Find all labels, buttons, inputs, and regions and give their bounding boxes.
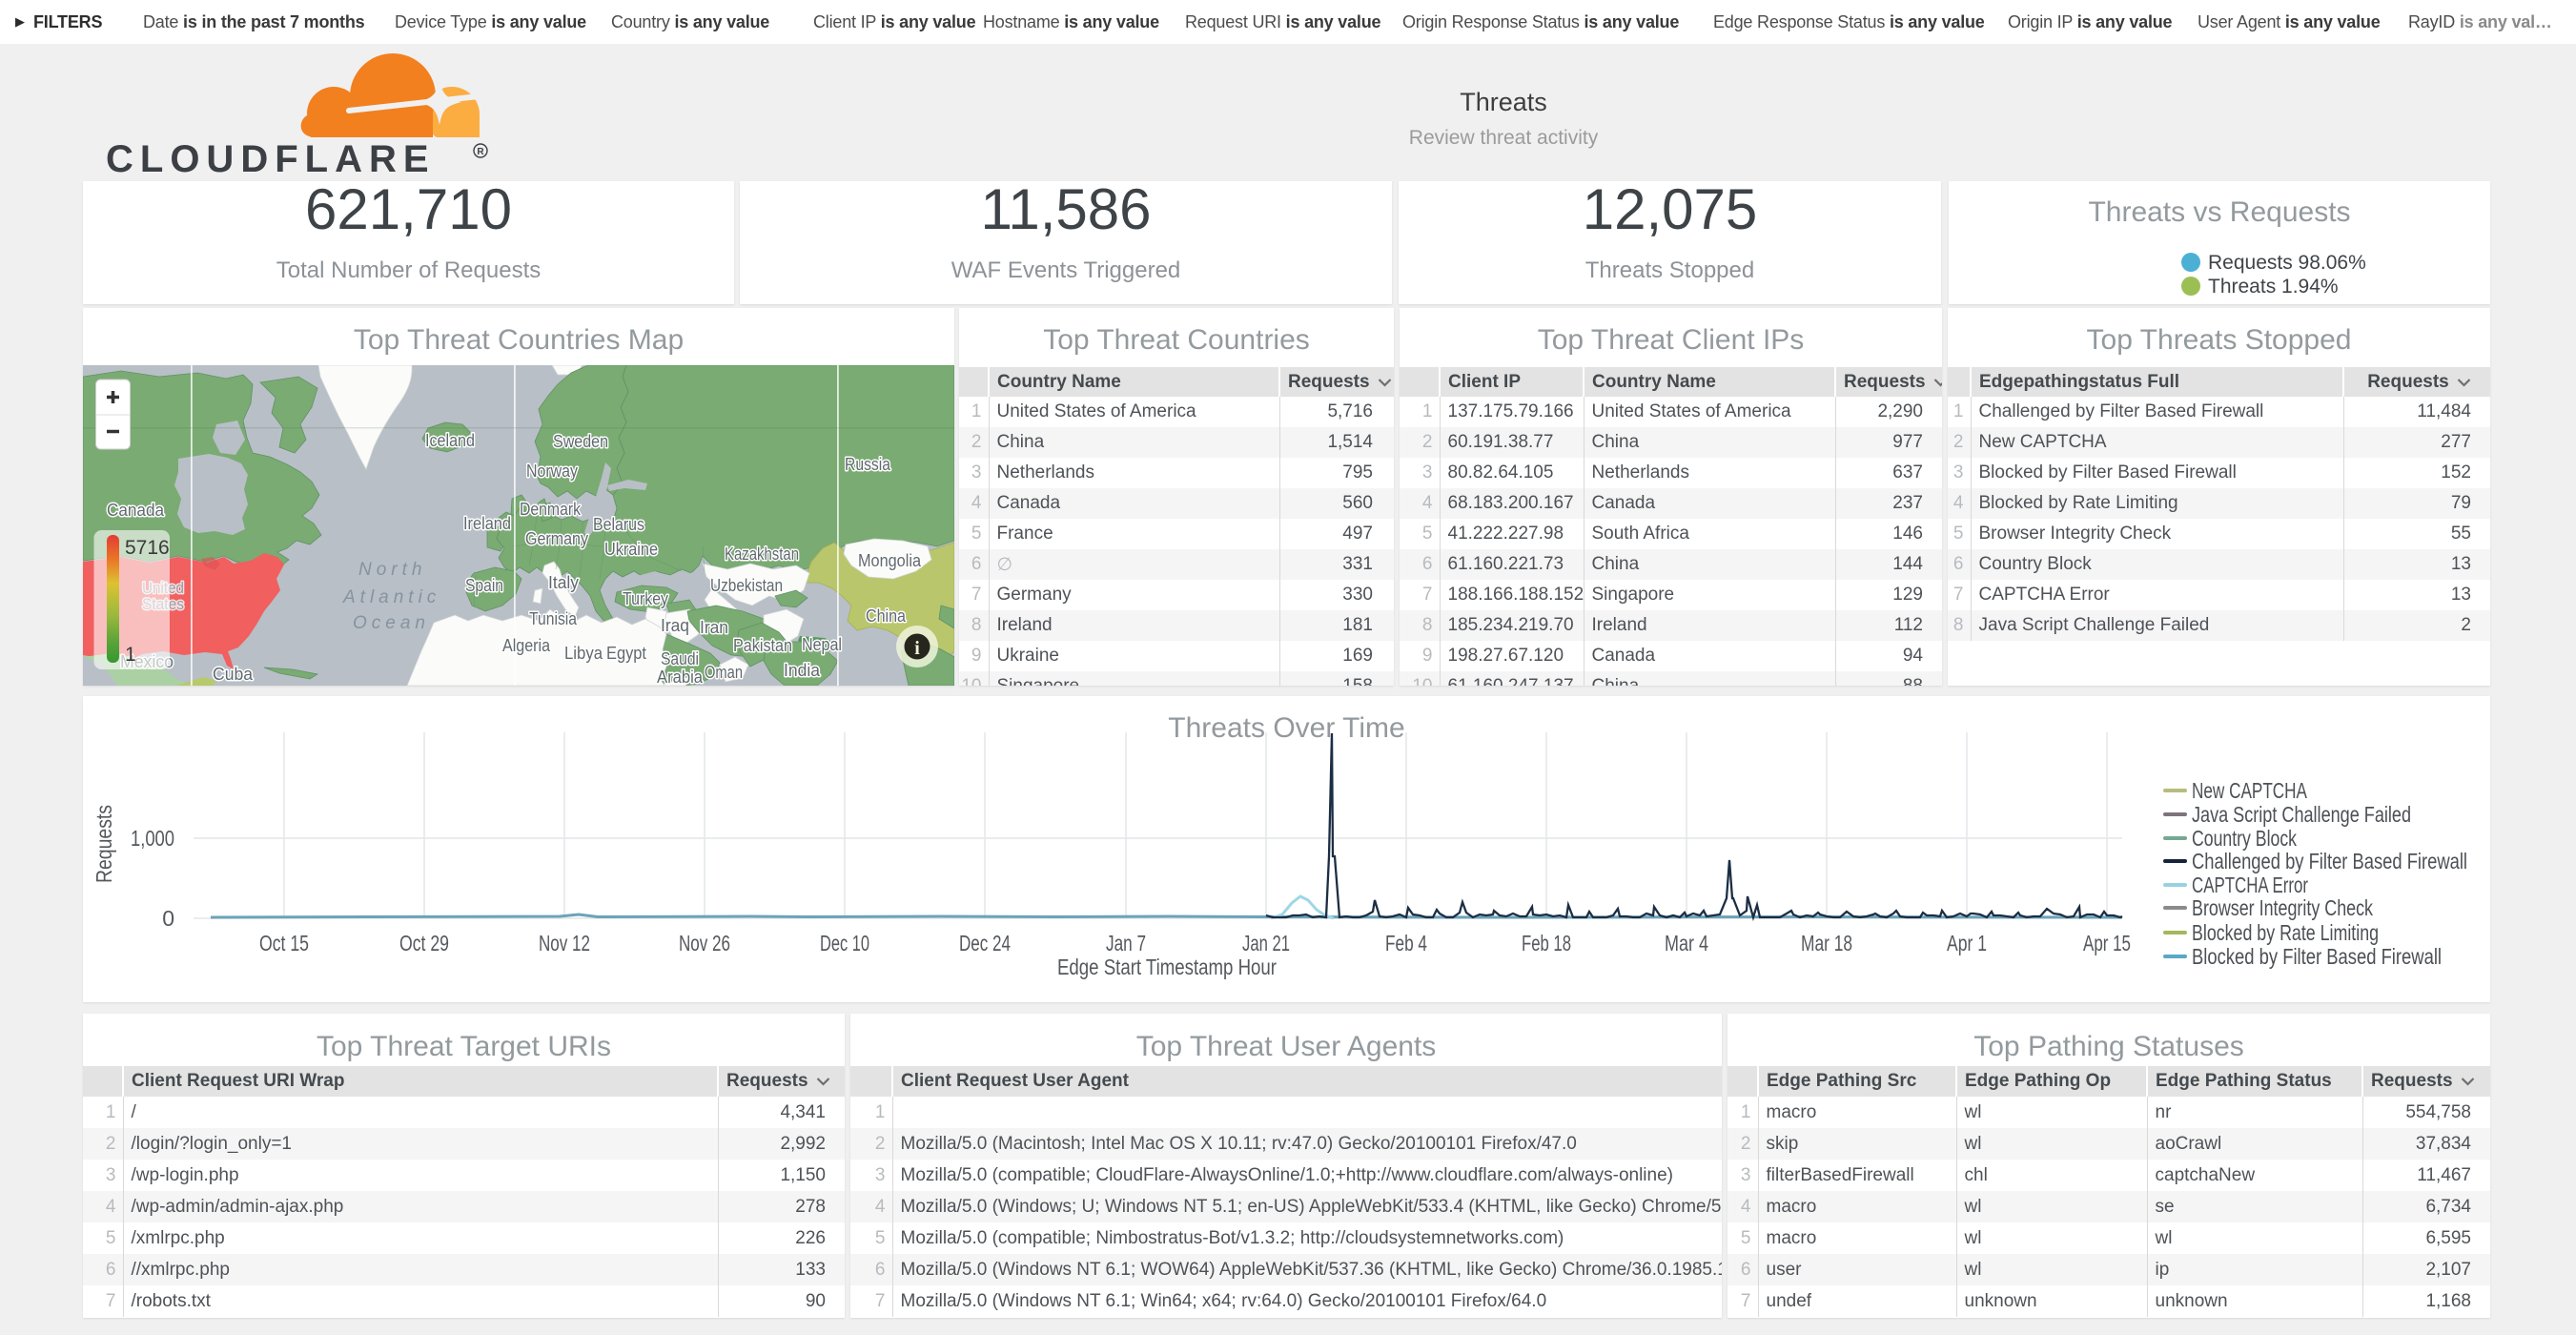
svg-text:Browser Integrity Check: Browser Integrity Check — [2192, 895, 2373, 920]
svg-text:Italy: Italy — [548, 573, 579, 592]
svg-text:Cuba: Cuba — [213, 665, 254, 684]
svg-text:Ocean: Ocean — [353, 613, 430, 633]
svg-text:Challenged by Filter Based Fir: Challenged by Filter Based Firewall — [2192, 849, 2467, 873]
svg-text:Norway: Norway — [526, 462, 578, 481]
svg-text:Egypt: Egypt — [606, 644, 646, 663]
svg-text:Blocked by Rate Limiting: Blocked by Rate Limiting — [2192, 920, 2379, 945]
svg-text:Mar 18: Mar 18 — [1801, 931, 1852, 955]
svg-text:Canada: Canada — [107, 501, 165, 520]
svg-text:North: North — [358, 560, 426, 580]
svg-text:China: China — [866, 606, 907, 626]
svg-text:Dec 10: Dec 10 — [820, 931, 869, 955]
svg-text:Iraq: Iraq — [661, 616, 689, 635]
svg-text:Tunisia: Tunisia — [529, 609, 578, 628]
svg-text:Ireland: Ireland — [463, 514, 511, 533]
svg-text:CAPTCHA Error: CAPTCHA Error — [2192, 873, 2308, 897]
svg-text:Algeria: Algeria — [502, 636, 551, 655]
svg-text:1,000: 1,000 — [131, 826, 174, 851]
svg-text:Feb 18: Feb 18 — [1522, 931, 1571, 955]
svg-text:Denmark: Denmark — [520, 500, 582, 519]
svg-text:Apr 1: Apr 1 — [1947, 931, 1987, 955]
svg-text:Sweden: Sweden — [553, 432, 608, 451]
svg-text:Turkey: Turkey — [623, 589, 668, 608]
svg-text:Blocked by Filter Based Firewa: Blocked by Filter Based Firewall — [2192, 944, 2442, 969]
svg-text:Iceland: Iceland — [425, 431, 475, 450]
svg-text:Apr 15: Apr 15 — [2083, 931, 2131, 955]
svg-text:Nov 26: Nov 26 — [679, 931, 730, 955]
svg-text:R: R — [477, 147, 484, 157]
svg-text:Edge Start Timestamp Hour: Edge Start Timestamp Hour — [1057, 955, 1277, 979]
svg-text:Belarus: Belarus — [593, 515, 644, 534]
svg-text:Pakistan: Pakistan — [733, 636, 792, 655]
svg-text:Saudi: Saudi — [661, 649, 699, 668]
svg-text:5716: 5716 — [125, 537, 170, 559]
svg-text:Germany: Germany — [525, 529, 588, 548]
svg-text:Java Script Challenge Failed: Java Script Challenge Failed — [2192, 802, 2411, 827]
svg-text:Iran: Iran — [700, 618, 728, 637]
svg-text:Mar 4: Mar 4 — [1665, 931, 1708, 955]
svg-text:Kazakhstan: Kazakhstan — [725, 544, 799, 564]
svg-text:Russia: Russia — [845, 455, 891, 474]
svg-text:Jan 21: Jan 21 — [1242, 931, 1290, 955]
svg-text:0: 0 — [162, 906, 174, 931]
svg-text:Arabia: Arabia — [657, 668, 704, 686]
svg-text:1: 1 — [125, 644, 136, 666]
svg-text:New CAPTCHA: New CAPTCHA — [2192, 778, 2307, 803]
svg-text:Oct 29: Oct 29 — [399, 931, 449, 955]
svg-text:Country Block: Country Block — [2192, 826, 2297, 851]
svg-text:Nepal: Nepal — [802, 635, 842, 654]
svg-text:Ukraine: Ukraine — [604, 540, 658, 559]
svg-text:Requests: Requests — [92, 805, 116, 883]
svg-text:Nov 12: Nov 12 — [539, 931, 590, 955]
svg-text:India: India — [784, 661, 821, 680]
svg-text:Libya: Libya — [564, 644, 603, 663]
svg-text:i: i — [914, 638, 920, 659]
svg-text:Spain: Spain — [465, 576, 503, 595]
svg-text:Jan 7: Jan 7 — [1106, 931, 1146, 955]
svg-text:Oct 15: Oct 15 — [259, 931, 309, 955]
svg-text:Oman: Oman — [705, 663, 743, 682]
svg-text:Uzbekistan: Uzbekistan — [710, 576, 783, 595]
svg-text:Dec 24: Dec 24 — [959, 931, 1011, 955]
svg-text:Feb 4: Feb 4 — [1385, 931, 1427, 955]
svg-text:Mongolia: Mongolia — [858, 551, 922, 570]
svg-text:Atlantic: Atlantic — [342, 587, 440, 607]
svg-text:CLOUDFLARE: CLOUDFLARE — [106, 138, 436, 180]
